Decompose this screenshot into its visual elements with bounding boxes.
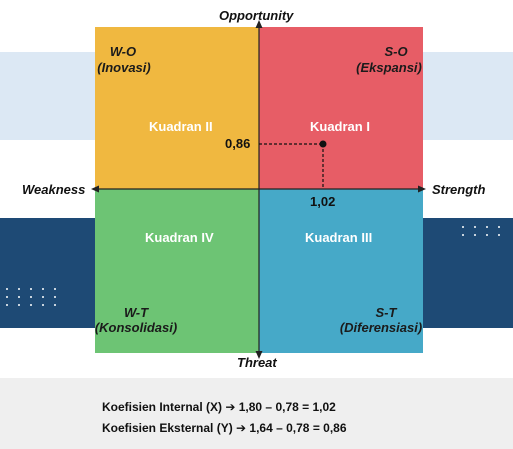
quadrant-wo-name: (Inovasi) bbox=[97, 60, 151, 75]
axis-label-threat: Threat bbox=[237, 355, 277, 370]
quadrant-st bbox=[259, 189, 423, 353]
arrow-right-icon bbox=[418, 185, 426, 193]
quadrant-st-name: (Diferensiasi) bbox=[339, 320, 423, 335]
arrow-left-icon bbox=[91, 185, 99, 193]
formula-panel bbox=[0, 378, 513, 449]
quadrant-wo-label: Kuadran II bbox=[149, 119, 213, 134]
quadrant-so bbox=[259, 27, 423, 189]
quadrant-wt bbox=[95, 189, 259, 353]
formula-external: Koefisien Eksternal (Y) ➔ 1,64 – 0,78 = … bbox=[102, 421, 347, 435]
quadrant-wo-code: W-O bbox=[109, 44, 137, 59]
arrow-up-icon bbox=[255, 20, 263, 28]
arrow-down-icon bbox=[255, 351, 263, 359]
quadrant-wt-code: W-T bbox=[123, 305, 149, 320]
quadrant-so-label: Kuadran I bbox=[310, 119, 370, 134]
quadrant-wo bbox=[95, 27, 259, 189]
quadrant-so-code: S-O bbox=[384, 44, 408, 59]
quadrant-wt-name: (Konsolidasi) bbox=[94, 320, 178, 335]
quadrant-so-name: (Ekspansi) bbox=[356, 60, 422, 75]
axis-label-opportunity: Opportunity bbox=[219, 8, 294, 23]
point-y-value: 0,86 bbox=[225, 136, 251, 151]
formula-internal: Koefisien Internal (X) ➔ 1,80 – 0,78 = 1… bbox=[102, 400, 336, 414]
point-x-value: 1,02 bbox=[310, 194, 336, 209]
axis-label-weakness: Weakness bbox=[22, 182, 86, 197]
decorative-dots-left bbox=[6, 288, 56, 306]
position-point bbox=[319, 140, 327, 148]
axis-label-strength: Strength bbox=[432, 182, 486, 197]
quadrant-st-code: S-T bbox=[375, 305, 397, 320]
quadrant-st-label: Kuadran III bbox=[305, 230, 373, 245]
decorative-dots-right bbox=[462, 226, 500, 236]
quadrant-wt-label: Kuadran IV bbox=[145, 230, 214, 245]
